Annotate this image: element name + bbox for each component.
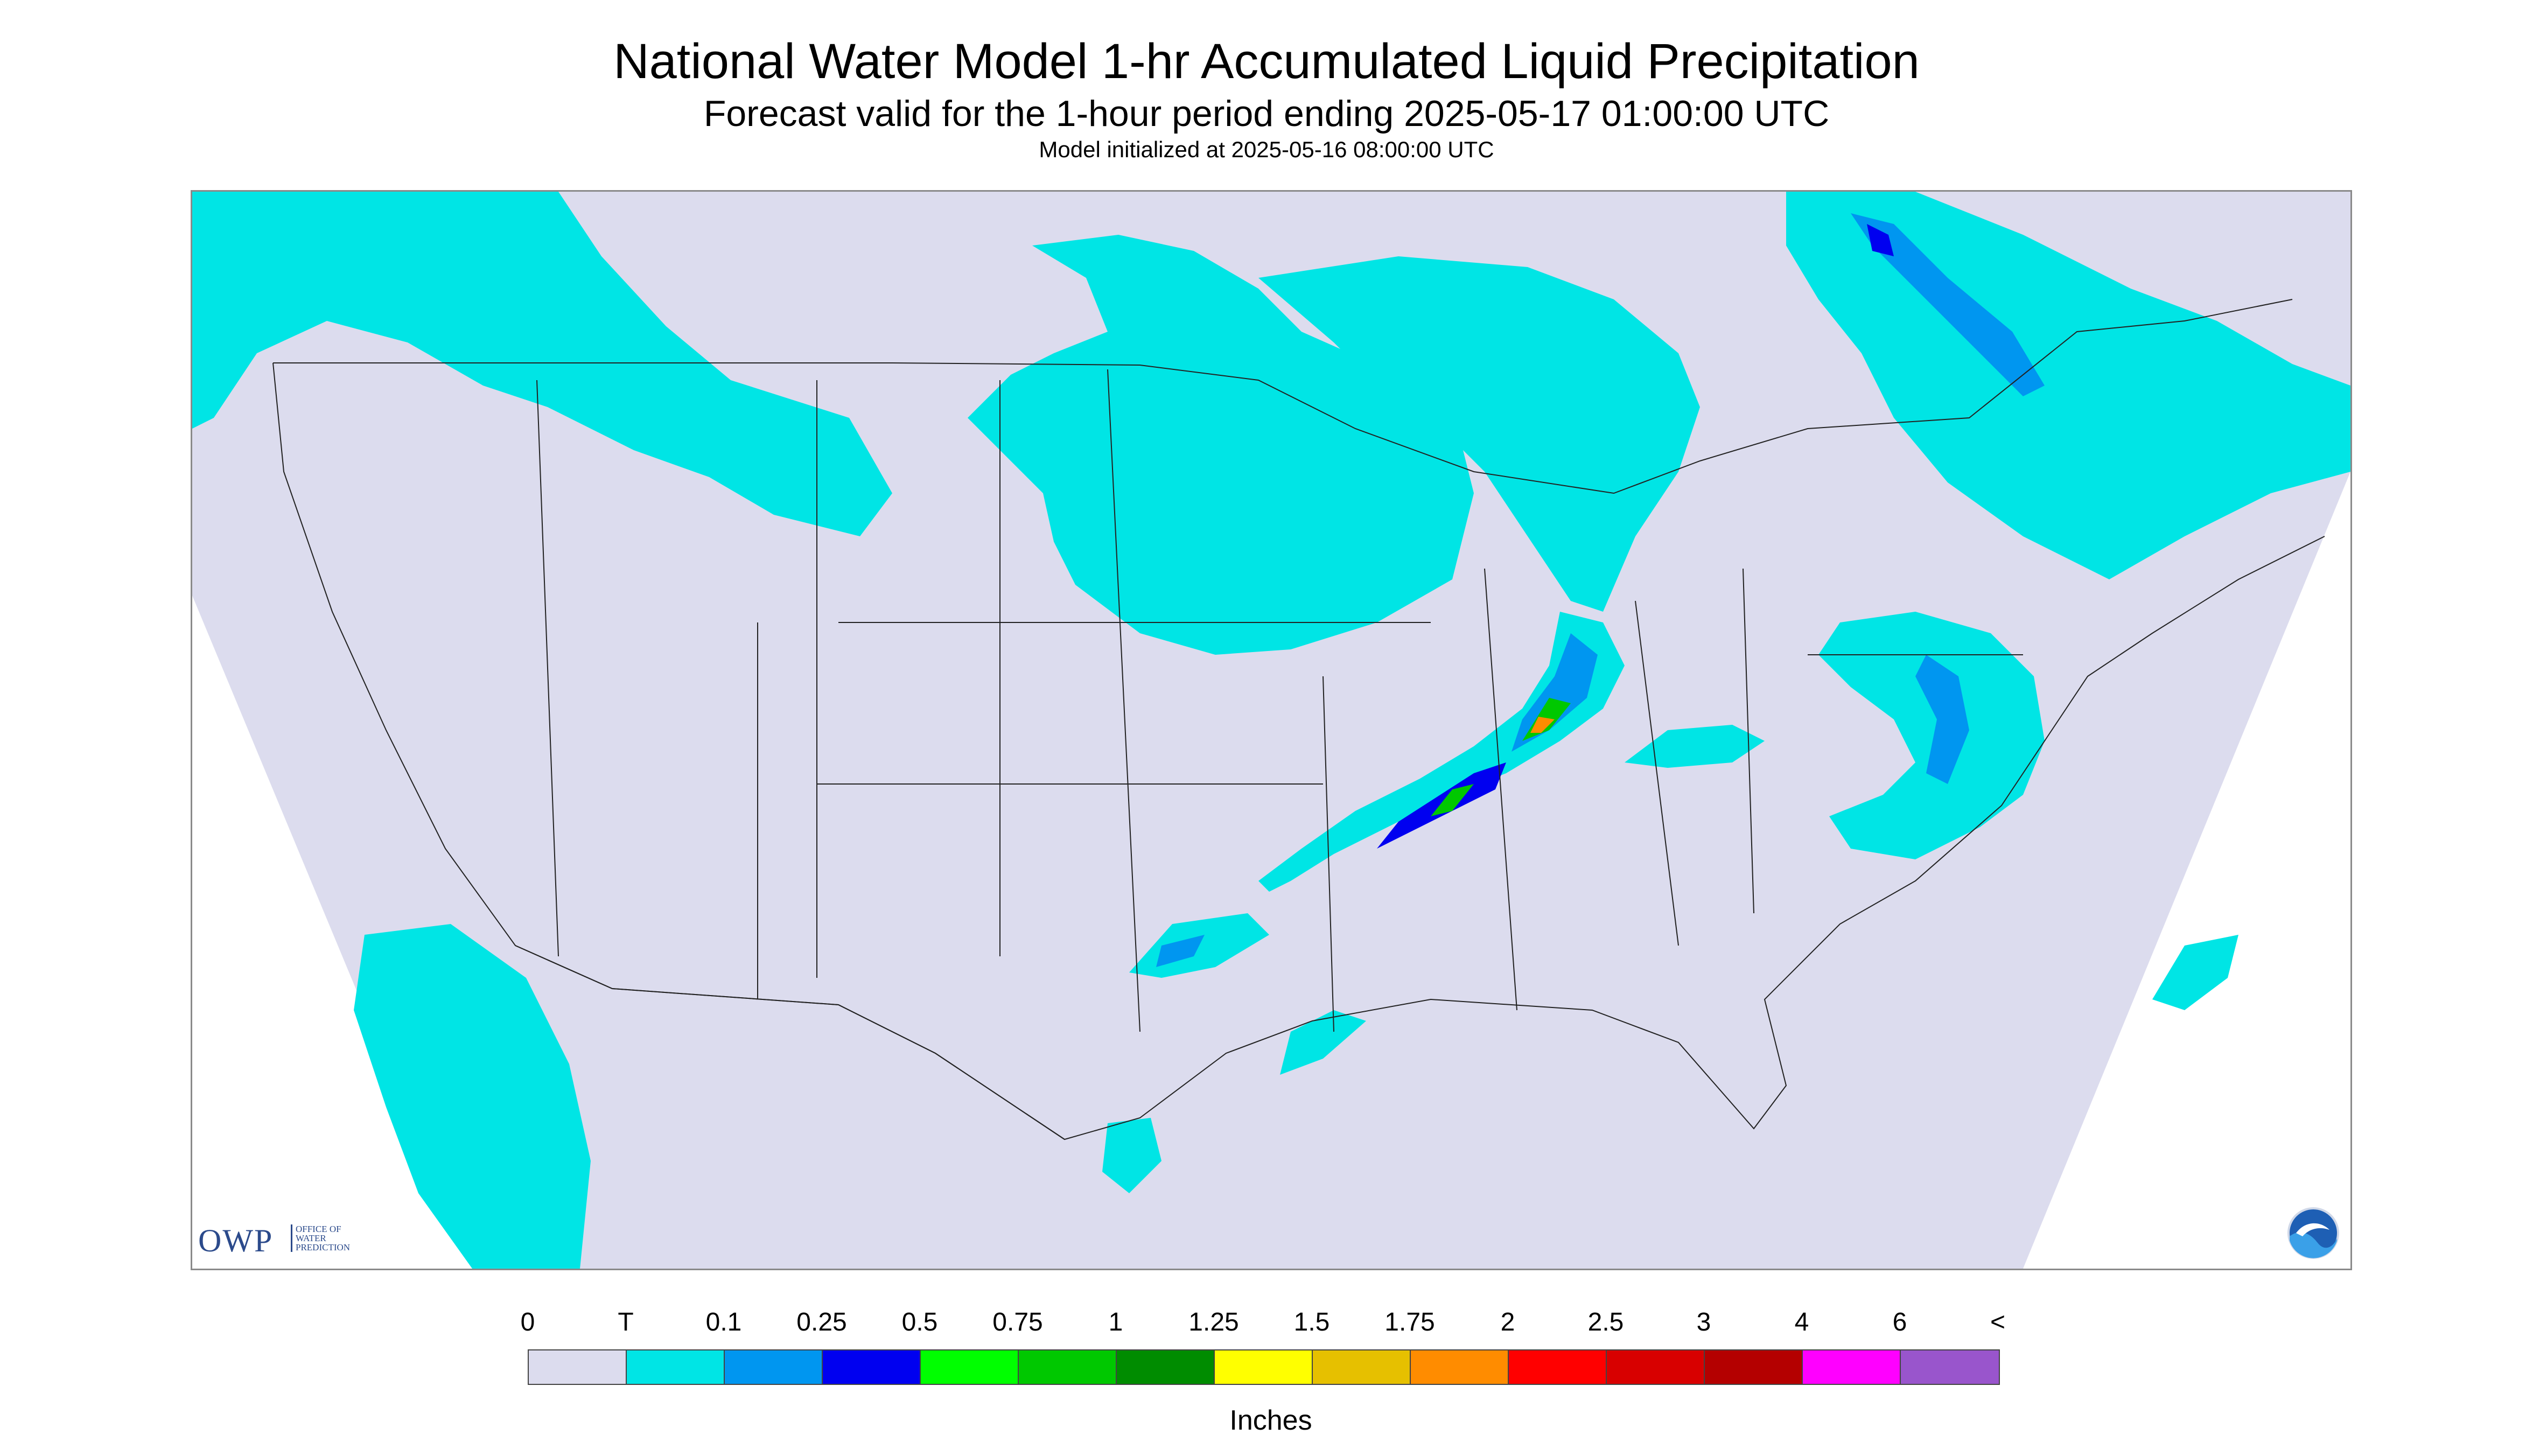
gulf-coast-precip	[1280, 1010, 1366, 1075]
legend-swatch	[627, 1350, 725, 1384]
owp-logo-lettering: OFFICE OF WATER PREDICTION	[291, 1224, 350, 1252]
owp-logo: OWP OFFICE OF WATER PREDICTION	[198, 1220, 392, 1263]
legend-colorbar	[528, 1349, 2000, 1385]
legend-tick-label: <	[1990, 1308, 2006, 1336]
legend-tick-label: 0.5	[901, 1308, 938, 1336]
map-title: National Water Model 1-hr Accumulated Li…	[613, 34, 1920, 89]
map-canvas	[192, 192, 2350, 1269]
atlantic-offshore-precip	[2152, 935, 2238, 1010]
arkansas-heavy	[1431, 784, 1474, 816]
legend-swatch	[1411, 1350, 1509, 1384]
model-init-time: Model initialized at 2025-05-16 08:00:00…	[1039, 137, 1494, 162]
legend-unit-label: Inches	[1229, 1405, 1312, 1436]
map-subtitle: Forecast valid for the 1-hour period end…	[703, 93, 1830, 134]
owp-logo-text: OWP	[198, 1223, 274, 1258]
legend-tick-label: 1	[1108, 1308, 1123, 1336]
kentucky-precip	[1625, 725, 1765, 768]
us-coastline	[272, 362, 2325, 1140]
legend-tick-label: 2.5	[1587, 1308, 1624, 1336]
legend-tick-label: 4	[1794, 1308, 1809, 1336]
legend-tick-label: 1.25	[1188, 1308, 1239, 1336]
moderate-precip-cores	[1156, 213, 2045, 967]
indiana-intense	[1530, 717, 1555, 733]
legend-swatch	[1901, 1350, 1999, 1384]
legend-tick-label: 2	[1500, 1308, 1515, 1336]
legend-swatch	[823, 1350, 921, 1384]
legend-swatch	[529, 1350, 627, 1384]
legend-tick-label: 1.5	[1293, 1308, 1330, 1336]
ohio-valley-band	[1258, 612, 1625, 892]
political-boundaries	[272, 299, 2325, 1140]
legend-tick-label: 1.75	[1384, 1308, 1435, 1336]
great-lakes-precip	[1258, 256, 1700, 612]
quebec-core	[1851, 213, 2045, 396]
precipitation-map	[191, 190, 2352, 1270]
legend-tick-label: 6	[1892, 1308, 1907, 1336]
noaa-logo	[2287, 1207, 2339, 1259]
mid-atlantic-core	[1915, 655, 1969, 784]
legend-swatch	[1215, 1350, 1313, 1384]
legend-swatch	[1509, 1350, 1607, 1384]
canada-us-border	[273, 299, 2293, 494]
legend-swatch	[1313, 1350, 1411, 1384]
legend-swatch	[1117, 1350, 1215, 1384]
legend-swatch	[1803, 1350, 1901, 1384]
state-lines	[536, 369, 2023, 1032]
legend-swatch	[1019, 1350, 1117, 1384]
northern-plains-precip	[968, 235, 1474, 655]
precipitation-legend: 0 T 0.1 0.25 0.5 0.75 1 1.25 1.5 1.75 2 2.5 3 4 6 < Inc…	[521, 1303, 2014, 1436]
trace-precip-areas	[192, 192, 2350, 1269]
legend-tick-label: T	[618, 1308, 634, 1336]
legend-tick-label: 0.25	[796, 1308, 847, 1336]
legend-tick-label: 0.75	[992, 1308, 1043, 1336]
mexico-border	[515, 945, 1065, 1140]
legend-tick-label: 0.1	[705, 1308, 742, 1336]
quebec-heavy	[1867, 224, 1894, 256]
legend-swatch	[725, 1350, 823, 1384]
mexico-precip	[1102, 1118, 1161, 1193]
pacific-southwest-precip	[354, 924, 591, 1269]
legend-tick-label: 0	[520, 1308, 535, 1336]
legend-swatch	[921, 1350, 1019, 1384]
mid-atlantic-precip	[1818, 612, 2045, 859]
legend-swatch	[1607, 1350, 1705, 1384]
texas-core	[1156, 935, 1205, 967]
legend-swatch	[1705, 1350, 1803, 1384]
indiana-core	[1512, 633, 1598, 752]
pacific-northwest-precip	[192, 192, 892, 536]
legend-tick-label: 3	[1696, 1308, 1711, 1336]
